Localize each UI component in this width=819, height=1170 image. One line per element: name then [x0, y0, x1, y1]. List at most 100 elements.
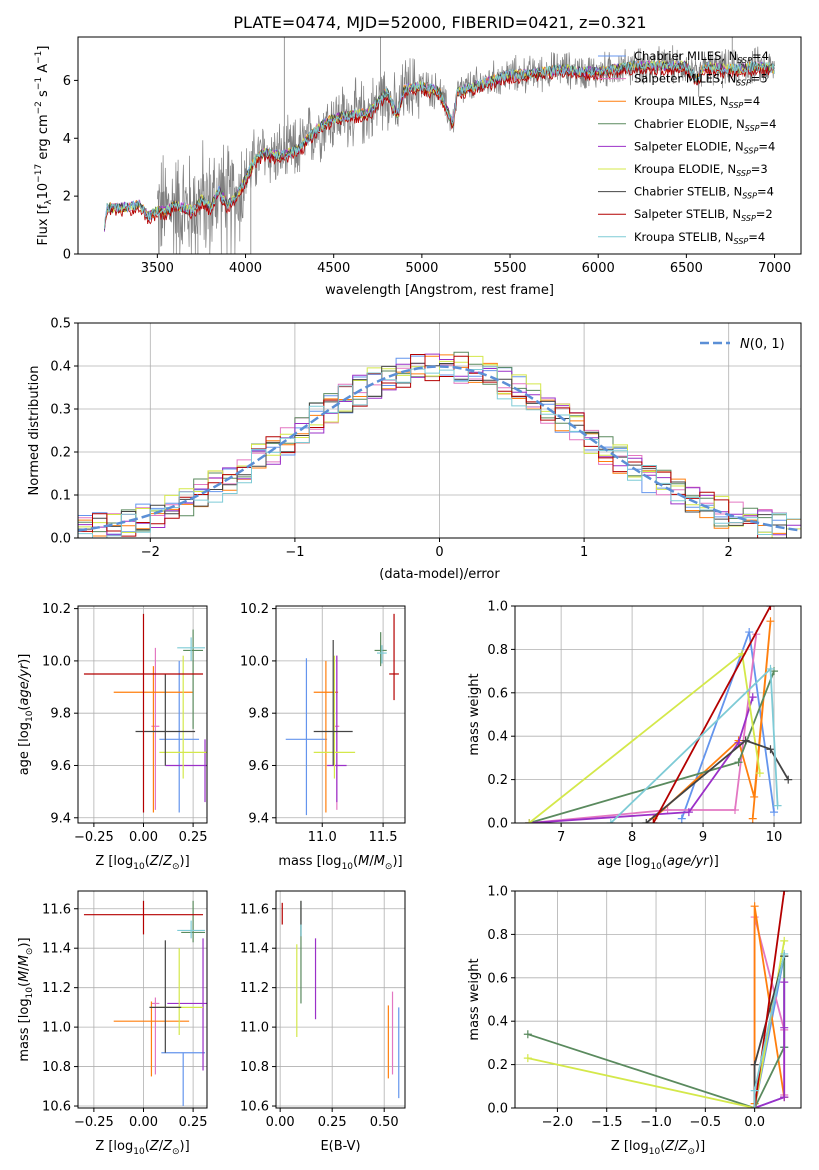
y-tick-label: 1.0	[487, 600, 508, 615]
y-tick-label: 0.1	[50, 489, 71, 504]
y-tick-label: 10.0	[42, 654, 71, 669]
legend-entry: Chabrier ELODIE, NSSP=4	[634, 117, 776, 133]
legend-entry: Salpeter ELODIE, NSSP=4	[634, 139, 775, 155]
legend-entry: Chabrier MILES, NSSP=4	[634, 49, 769, 65]
mass-weight-marker-3	[523, 1030, 532, 1039]
axes-frame	[275, 605, 406, 824]
mass-weight-marker-6	[766, 745, 775, 754]
mass-weight-line-7	[652, 606, 772, 823]
mass-weight-marker-8	[606, 819, 615, 823]
y-tick-label: 4	[63, 132, 71, 147]
x-axis-label: wavelength [Angstrom, rest frame]	[325, 283, 554, 298]
mass-weight-marker-8	[750, 1086, 759, 1095]
panel-mass-weight-vs-z: −2.0 −1.5 −1.0 −0.5 0.0 0.0 0.2 0.4 0.6 0.8 1.0 mas…	[467, 885, 802, 1157]
residual-histogram-4	[78, 353, 801, 536]
x-tick-label: 9	[699, 830, 707, 845]
y-tick-label: 11.2	[42, 981, 71, 996]
y-tick-label: 11.6	[42, 902, 71, 917]
x-tick-label: 0.25	[318, 1115, 347, 1130]
y-tick-label: 10.8	[42, 1060, 71, 1075]
y-tick-label: 0.3	[50, 403, 71, 418]
x-tick-label: 0.25	[179, 830, 208, 845]
mass-weight-marker-8	[750, 1104, 759, 1108]
y-tick-label: 0.0	[487, 817, 508, 832]
residual-histogram-8	[78, 366, 801, 538]
y-tick-label: 0.4	[50, 360, 71, 375]
mass-weight-marker-5	[523, 1054, 532, 1063]
mass-weight-marker-4	[780, 1023, 789, 1032]
x-tick-label: −0.25	[74, 830, 114, 845]
legend-entry: Chabrier STELIB, NSSP=4	[634, 185, 774, 201]
mass-weight-marker-5	[525, 819, 534, 823]
plot-area	[523, 891, 789, 1108]
legend-entry: Kroupa ELODIE, NSSP=3	[634, 162, 768, 178]
x-tick-label: 4500	[317, 261, 350, 276]
y-tick-label: 10.8	[240, 1060, 269, 1075]
y-tick-label: 0.8	[487, 928, 508, 943]
y-tick-label: 10.2	[240, 602, 269, 617]
y-tick-label: 0.6	[487, 686, 508, 701]
residual-histogram-5	[78, 355, 801, 538]
y-tick-label: 9.8	[248, 707, 269, 722]
mass-weight-marker-2	[766, 617, 775, 626]
x-axis-label: Z [log10(Z/Z⊙)]	[611, 1139, 705, 1157]
x-tick-label: 6000	[582, 261, 615, 276]
panel-spectrum: 3500 4000 4500 5000 5500 6000 6500 7000 0 2 4 6 wave…	[34, 36, 802, 298]
axes-frame	[77, 605, 208, 824]
y-axis-label: age [log10(age/yr)]	[17, 654, 35, 776]
y-tick-label: 9.6	[50, 759, 71, 774]
mass-weight-line-7	[753, 891, 786, 1108]
x-tick-label: 3500	[141, 261, 174, 276]
y-tick-label: 11.0	[240, 1021, 269, 1036]
y-axis-label: mass weight	[467, 958, 482, 1040]
mass-weight-marker-6	[642, 819, 651, 823]
y-tick-label: 0.0	[487, 1102, 508, 1117]
mass-weight-marker-4	[780, 978, 789, 987]
mass-weight-marker-5	[755, 769, 764, 778]
mass-weight-marker-8	[766, 664, 775, 673]
legend-entry: Salpeter MILES, NSSP=5	[634, 72, 768, 88]
x-tick-label: 6500	[670, 261, 703, 276]
x-axis-label: (data-model)/error	[379, 567, 500, 582]
axes-frame	[77, 890, 208, 1109]
x-tick-label: 11.5	[369, 830, 398, 845]
legend-entry: Kroupa MILES, NSSP=4	[634, 94, 760, 110]
y-tick-label: 0.2	[487, 1058, 508, 1073]
panel-residuals: −2 −1 0 1 2 0.0 0.1 0.2 0.3 0.4 0.5 (data-model)/er…	[27, 317, 802, 582]
x-tick-label: 5000	[405, 261, 438, 276]
mass-weight-marker-7	[780, 891, 789, 895]
mass-weight-marker-3	[734, 758, 743, 767]
axes-frame	[514, 605, 802, 824]
y-tick-label: 9.8	[50, 707, 71, 722]
figure-title: PLATE=0474, MJD=52000, FIBERID=0421, z=0…	[233, 13, 646, 32]
panel-mass-weight-vs-age: 7 8 9 10 0.0 0.2 0.4 0.6 0.8 1.0 mass weight age [l…	[467, 600, 802, 872]
y-axis-label: mass weight	[467, 673, 482, 755]
y-tick-label: 0.5	[50, 317, 71, 332]
mass-weight-marker-2	[750, 792, 759, 801]
x-tick-label: 0.50	[370, 1115, 399, 1130]
y-axis-label: mass [log10(M/M⊙)]	[17, 937, 35, 1061]
mass-weight-marker-4	[748, 693, 757, 702]
y-tick-label: 9.4	[50, 811, 71, 826]
y-tick-label: 10.2	[42, 602, 71, 617]
y-tick-label: 0.4	[487, 730, 508, 745]
x-tick-label: −1.0	[640, 1115, 672, 1130]
residual-histogram-7	[78, 354, 801, 538]
x-tick-label: 8	[628, 830, 636, 845]
x-tick-label: 10	[766, 830, 783, 845]
mass-weight-marker-8	[780, 949, 789, 958]
y-tick-label: 0.8	[487, 643, 508, 658]
model-spectrum-8	[104, 60, 775, 229]
y-tick-label: 10.6	[240, 1100, 269, 1115]
panel-mass-vs-ebv: 0.00 0.25 0.50 10.6 10.8 11.0 11.2 11.4 11.6 E(B-…	[240, 890, 406, 1154]
legend-entry: Salpeter STELIB, NSSP=2	[634, 207, 773, 223]
mass-weight-line-4	[754, 982, 786, 1108]
plot-area	[285, 613, 399, 816]
x-tick-label: 0.00	[266, 1115, 295, 1130]
panel-age-vs-mass: 11.0 11.5 9.4 9.6 9.8 10.0 10.2 mass [log10(M/M…	[240, 602, 406, 872]
mass-weight-marker-6	[750, 1060, 759, 1069]
mass-weight-marker-5	[780, 936, 789, 945]
x-axis-label: E(B-V)	[320, 1139, 360, 1154]
x-axis-label: age [log10(age/yr)]	[597, 854, 719, 872]
x-tick-label: 0	[435, 545, 443, 560]
